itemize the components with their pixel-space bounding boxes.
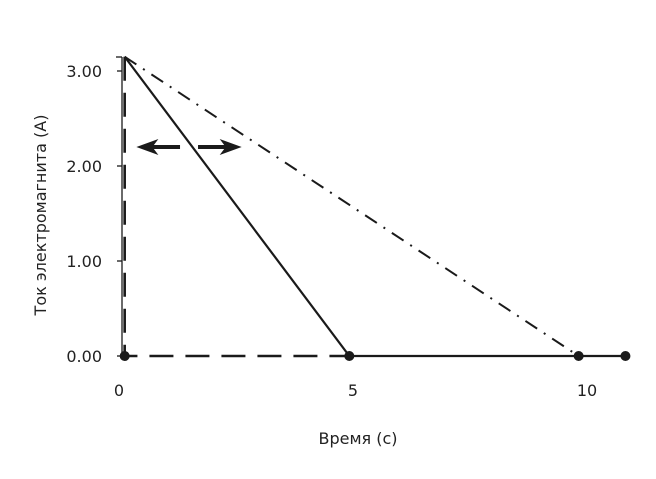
y-tick-label: 0.00 xyxy=(66,347,102,366)
y-axis-label: Ток электромагнита (А) xyxy=(31,115,50,317)
y-tick-label: 3.00 xyxy=(66,62,102,81)
y-tick-label: 2.00 xyxy=(66,157,102,176)
series-line-solid xyxy=(123,56,626,358)
y-tick-label: 1.00 xyxy=(66,252,102,271)
data-point xyxy=(119,351,130,361)
arrow-head-left xyxy=(136,139,159,155)
arrow-head-right xyxy=(219,139,242,155)
x-axis-label: Время (с) xyxy=(318,429,397,448)
data-point xyxy=(344,351,355,361)
x-tick-label: 5 xyxy=(348,381,358,400)
data-point xyxy=(573,351,584,361)
series-line-dash-dot xyxy=(124,55,580,357)
x-tick-label: 10 xyxy=(577,381,597,400)
x-tick-label: 0 xyxy=(114,381,124,400)
data-point xyxy=(620,351,631,361)
